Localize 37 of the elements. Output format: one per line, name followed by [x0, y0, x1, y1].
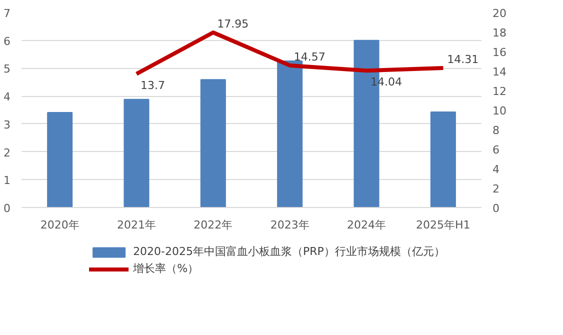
data-label: 17.95 — [217, 17, 249, 30]
y-tick-label: 4 — [4, 90, 10, 104]
y-tick-label: 2 — [4, 146, 10, 160]
y2-tick-label: 0 — [492, 202, 500, 215]
bar — [277, 60, 303, 208]
y2-tick-label: 18 — [492, 26, 506, 40]
y2-tick-label: 4 — [492, 163, 500, 176]
legend-label: 增长率（%） — [133, 261, 199, 276]
data-label: 14.57 — [294, 50, 326, 64]
x-tick-label: 2022年 — [194, 218, 233, 232]
y2-tick-label: 2 — [492, 182, 500, 196]
x-tick-label: 2023年 — [270, 218, 310, 232]
bar — [47, 112, 73, 208]
y-tick-label: 5 — [4, 62, 10, 76]
x-tick-label: 2025年H1 — [416, 218, 470, 232]
x-tick-label: 2020年 — [40, 218, 80, 232]
x-tick-label: 2021年 — [117, 218, 156, 232]
legend-label: 2020-2025年中国富血小板血浆（PRP）行业市场规模（亿元） — [133, 244, 445, 259]
y2-tick-label: 20 — [492, 7, 506, 20]
y2-tick-label: 6 — [492, 144, 500, 156]
y-tick-label: 6 — [4, 34, 10, 48]
y2-tick-label: 10 — [492, 104, 506, 118]
line-series — [134, 30, 446, 76]
data-label: 13.7 — [140, 78, 165, 92]
bar — [200, 79, 226, 208]
y2-tick-label: 16 — [492, 46, 506, 59]
y2-tick-label: 14 — [492, 66, 506, 78]
y-tick-label: 7 — [4, 7, 10, 20]
y-tick-label: 3 — [4, 118, 10, 132]
bar — [124, 98, 150, 208]
y2-tick-label: 8 — [492, 124, 500, 137]
y-tick-label: 0 — [4, 202, 10, 215]
data-label: 14.31 — [447, 52, 479, 66]
y-tick-label: 1 — [4, 174, 10, 188]
x-tick-label: 2024年 — [347, 218, 386, 232]
bar — [430, 111, 456, 208]
y2-tick-label: 12 — [492, 85, 506, 98]
